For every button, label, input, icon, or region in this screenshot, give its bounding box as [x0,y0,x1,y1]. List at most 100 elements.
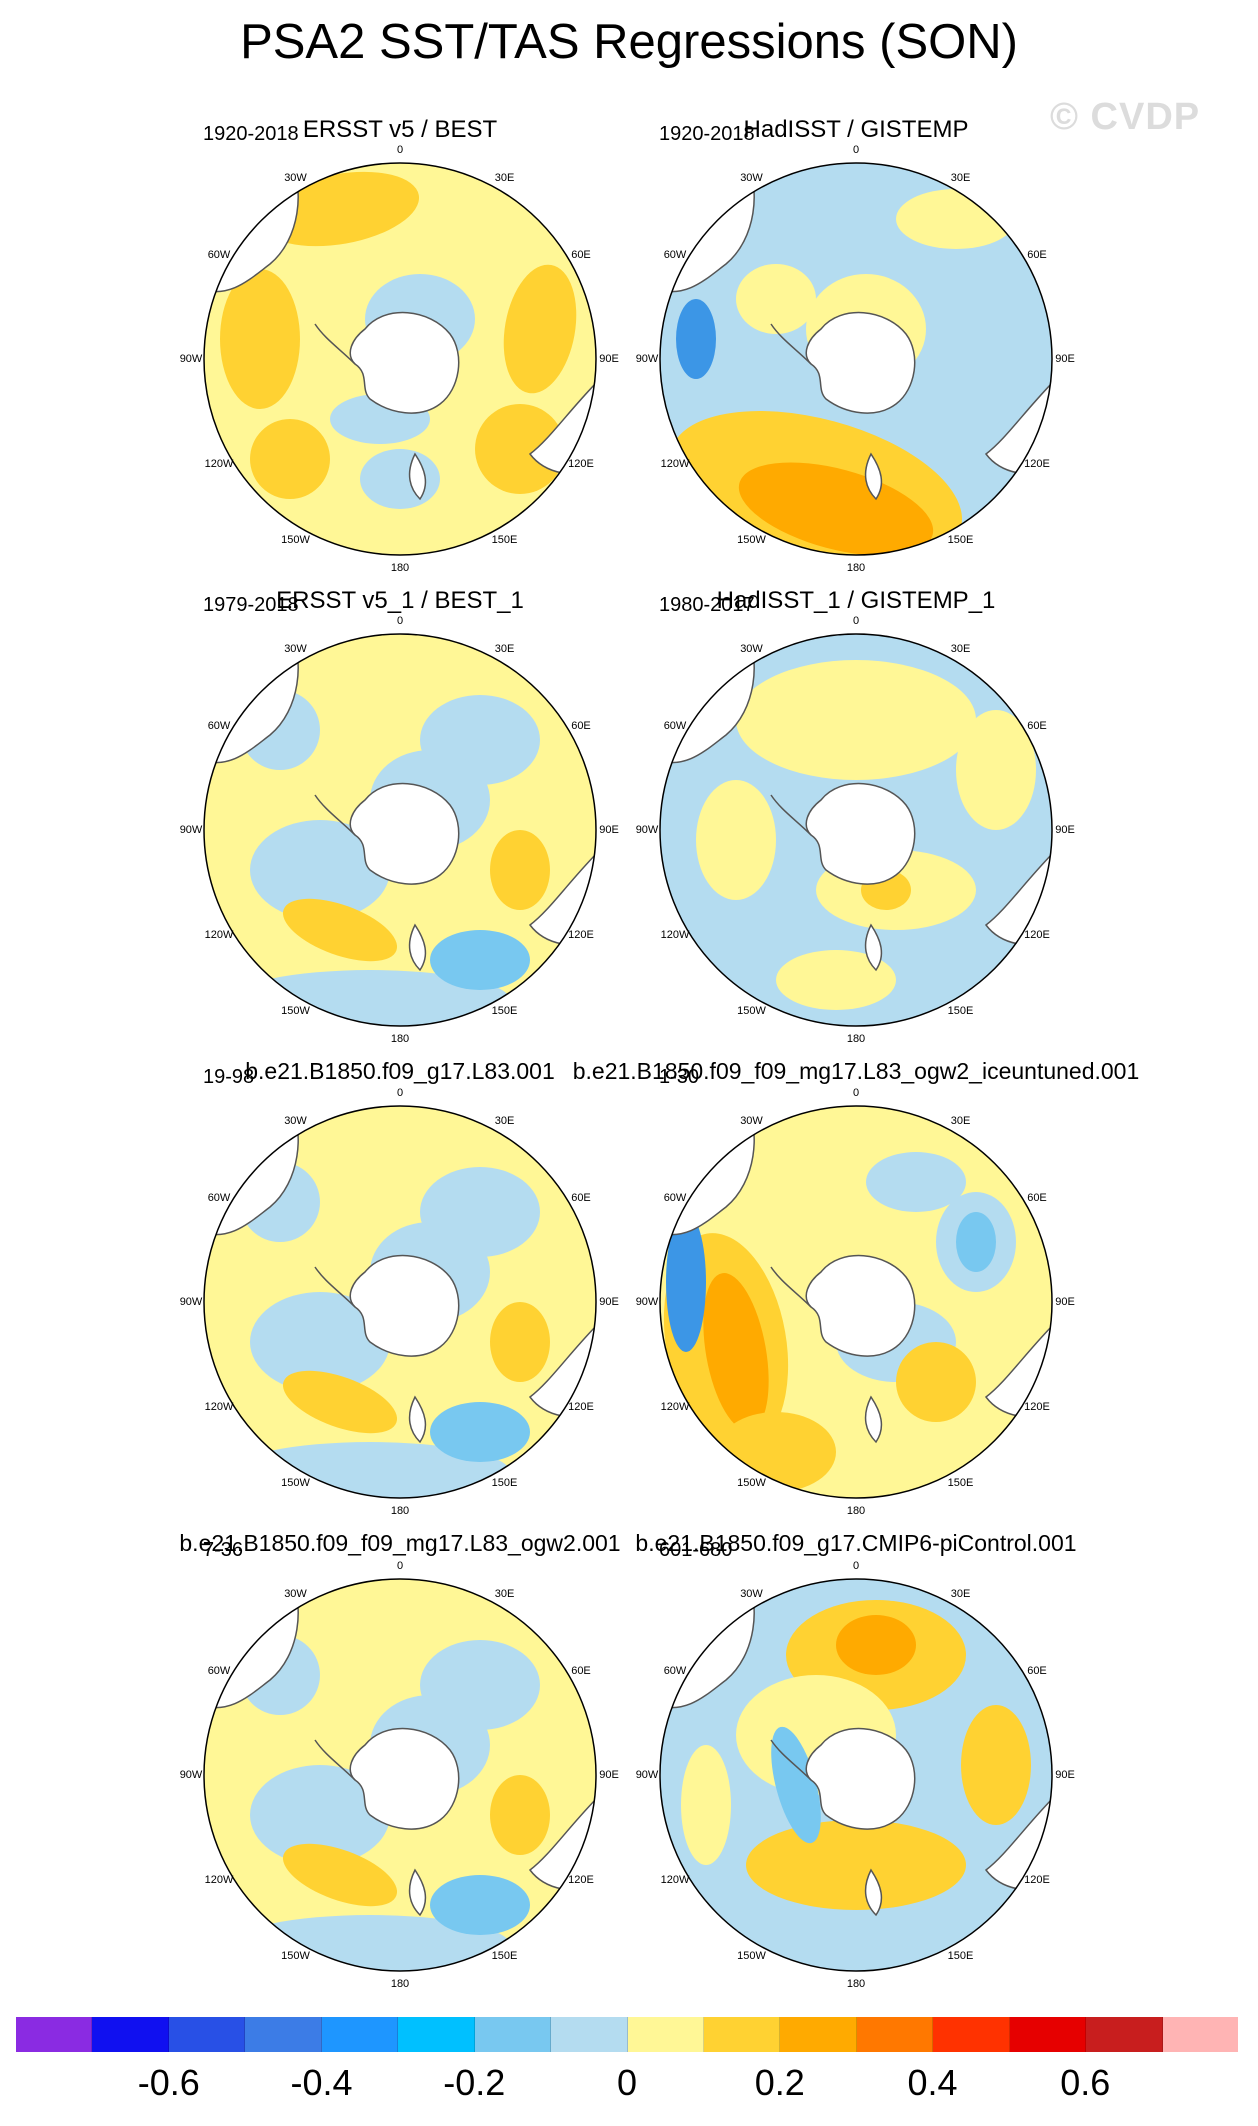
new-zealand-landmass [408,1868,427,1917]
longitude-label: 150E [947,1476,974,1489]
longitude-label: 150E [947,1004,974,1017]
longitude-label: 60W [663,1191,687,1204]
longitude-label: 60W [663,1664,687,1677]
longitude-label: 90W [635,1769,659,1781]
anomaly-region [282,1370,398,1434]
colorbar-label: -0.4 [290,2062,353,2103]
longitude-label: 30E [494,1588,515,1600]
anomaly-region [776,950,896,1010]
longitude-label: 120E [568,1873,594,1886]
longitude-label: 60E [571,1191,591,1204]
longitude-label: 90E [599,824,619,836]
longitude-label: 0 [852,144,860,156]
colorbar-swatch [1009,2017,1087,2052]
colorbar-swatch [474,2017,552,2052]
longitude-label: 120W [660,1400,690,1413]
antarctic-peninsula [314,323,356,365]
longitude-label: 60E [571,719,591,732]
longitude-label: 90W [179,824,203,836]
colorbar-swatch [16,2017,93,2052]
longitude-label: 30E [950,1588,971,1600]
longitude-label: 60E [1027,248,1047,261]
new-zealand-landmass [864,1868,883,1917]
longitude-label: 30W [740,643,763,655]
longitude-label: 90E [599,1769,619,1781]
longitude-label: 90E [1055,353,1075,365]
longitude-label: 150W [737,1476,766,1489]
longitude-label: 180 [846,1978,866,1990]
anomaly-region [896,1342,976,1422]
anomaly-region [490,1302,550,1382]
polar-map [659,1578,1053,1972]
panel-title: b.e21.B1850.f09_g17.CMIP6-piControl.001 [635,1530,1077,1556]
anomaly-region [250,820,390,920]
longitude-label: 150W [737,1004,766,1017]
longitude-label: 30W [740,172,763,184]
map-border [203,1105,597,1499]
longitude-label: 150W [737,1949,766,1962]
polar-map [659,1105,1053,1499]
anomaly-region [961,1705,1031,1825]
longitude-label: 120E [1024,457,1050,470]
longitude-label: 0 [396,144,404,156]
antarctic-peninsula [314,1266,356,1308]
longitude-label: 0 [852,1087,860,1099]
anomaly-region [956,710,1036,830]
anomaly-region [716,1412,836,1492]
anomaly-region [681,1745,731,1865]
map-border [659,1105,1053,1499]
longitude-label: 150E [491,1476,518,1489]
longitude-label: 90E [1055,824,1075,836]
new-zealand-landmass [408,1395,427,1444]
anomaly-region [956,1212,996,1272]
colorbar-swatch [627,2017,704,2052]
anomaly-region [896,189,1016,249]
longitude-label: 60W [207,1664,231,1677]
anomaly-region [703,1273,769,1431]
longitude-label: 60E [1027,1191,1047,1204]
polar-map [203,162,597,556]
longitude-label: 90W [179,1296,203,1308]
anomaly-region [475,404,565,494]
polar-map [203,1105,597,1499]
longitude-label: 90E [1055,1296,1075,1308]
longitude-label: 90W [179,1769,203,1781]
polar-map [659,633,1053,1027]
panel-title: ERSST v5_1 / BEST_1 [276,587,524,614]
longitude-label: 150W [281,1949,310,1962]
colorbar-label: 0.4 [907,2062,958,2103]
anomaly-region [696,780,776,900]
polar-map [203,1578,597,1972]
anomaly-region [250,1292,390,1392]
panel-title: b.e21.B1850.f09_g17.L83.001 [245,1058,555,1084]
colorbar-swatch [551,2017,628,2052]
longitude-label: 0 [396,1087,404,1099]
anomaly-region [503,264,577,394]
colorbar-swatch [398,2017,475,2052]
colorbar-swatch [933,2017,1010,2052]
anomaly-region [676,299,716,379]
longitude-label: 120E [1024,928,1050,941]
panel-title: b.e21.B1850.f09_f09_mg17.L83_ogw2_iceunt… [572,1058,1140,1084]
anomaly-region [282,898,398,962]
colorbar-swatch [168,2017,246,2052]
antarctic-peninsula [770,1266,812,1308]
cvdp-watermark: © CVDP [1050,96,1201,138]
longitude-label: 0 [852,1560,860,1572]
figure-title: PSA2 SST/TAS Regressions (SON) [240,15,1018,69]
longitude-label: 30E [494,1115,515,1127]
anomaly-region [738,462,934,555]
anomaly-region [430,1402,530,1462]
anomaly-region [490,830,550,910]
longitude-label: 150E [947,1949,974,1962]
longitude-label: 0 [852,615,860,627]
longitude-label: 30E [950,643,971,655]
longitude-label: 180 [390,1978,410,1990]
longitude-label: 90W [635,824,659,836]
longitude-label: 180 [846,1033,866,1045]
longitude-label: 150E [491,533,518,546]
longitude-label: 60W [663,719,687,732]
longitude-label: 120W [204,1400,234,1413]
map-border [659,1578,1053,1972]
